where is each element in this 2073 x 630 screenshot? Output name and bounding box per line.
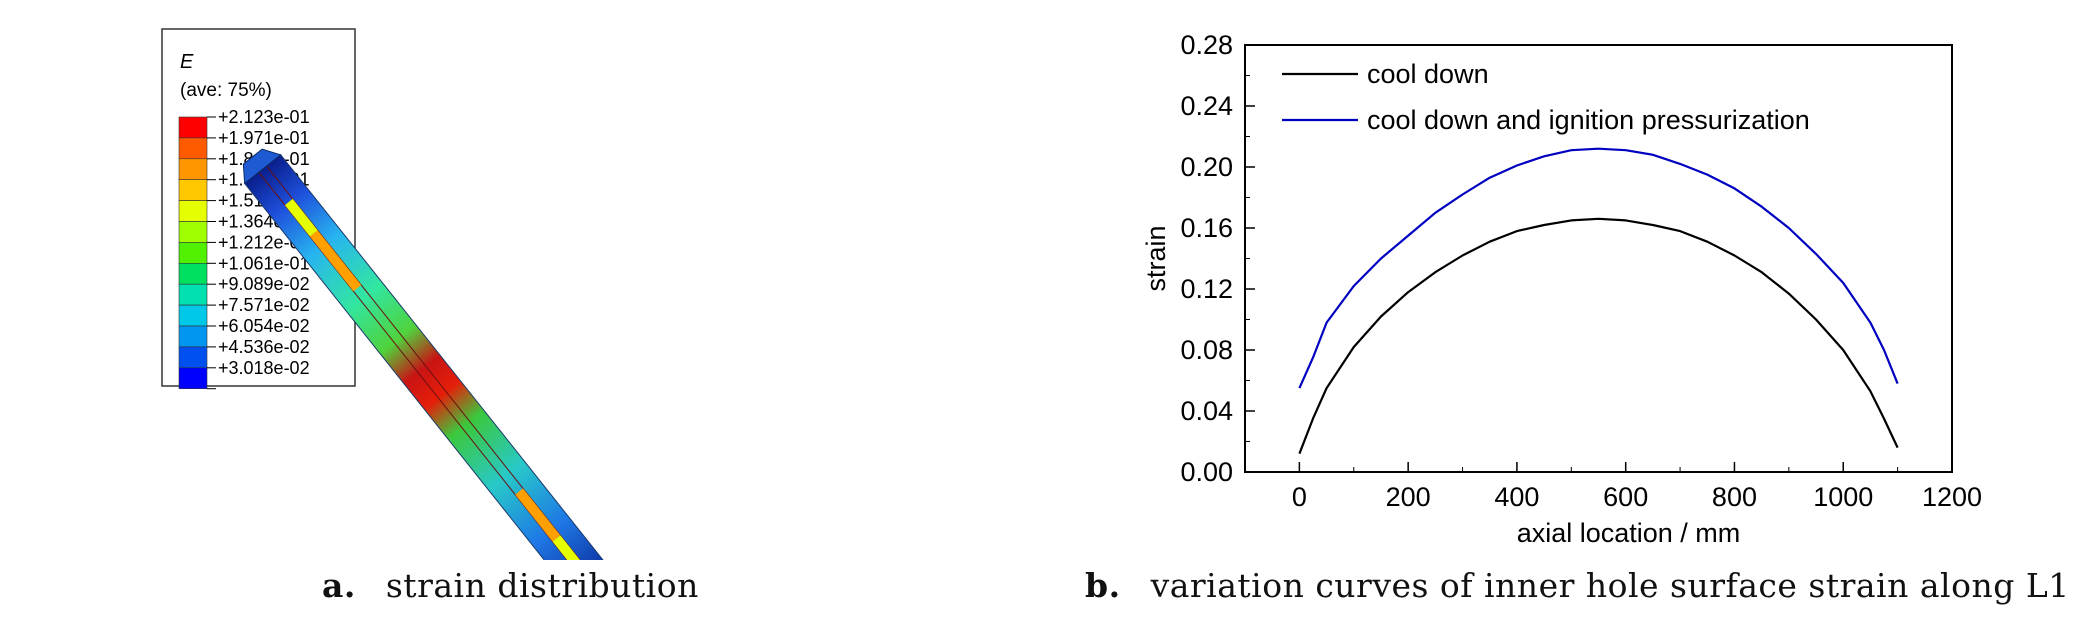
y-tick-label: 0.28 — [1180, 30, 1233, 60]
x-axis-label: axial location / mm — [1517, 518, 1741, 548]
y-tick-label: 0.00 — [1180, 457, 1233, 487]
caption-b-text: variation curves of inner hole surface s… — [1150, 566, 2073, 605]
series-line-2 — [1298, 147, 1899, 389]
legend-value: +6.054e-02 — [218, 316, 310, 336]
x-tick-label: 400 — [1494, 482, 1539, 512]
y-tick-label: 0.08 — [1180, 335, 1233, 365]
strain-contour-panel: E (ave: 75%) +2.123e-01+1.971e-01+1.819e… — [161, 28, 621, 560]
legend-swatch — [178, 242, 208, 264]
legend-swatch — [178, 137, 208, 160]
legend-swatch — [178, 367, 208, 389]
bar-model — [242, 148, 621, 560]
legend-swatches: +2.123e-01+1.971e-01+1.819e-01+1.668e-01… — [178, 107, 310, 390]
caption-a-text: strain distribution — [385, 566, 699, 605]
y-tick-label: 0.20 — [1180, 152, 1233, 182]
legend-swatch — [178, 304, 208, 327]
legend-swatch — [178, 179, 208, 201]
x-tick-label: 600 — [1603, 482, 1648, 512]
legend-swatch — [178, 221, 208, 243]
legend-value: +9.089e-02 — [218, 274, 310, 294]
x-tick-label: 0 — [1292, 482, 1307, 512]
legend-subtitle: (ave: 75%) — [180, 80, 272, 101]
legend-swatch — [178, 262, 208, 285]
y-tick-label: 0.16 — [1180, 213, 1233, 243]
legend-swatch — [178, 200, 208, 222]
caption-b: b. variation curves of inner hole surface… — [1085, 566, 2073, 616]
caption-a-label: a. — [322, 566, 356, 605]
legend-label-2: cool down and ignition pressurization — [1367, 105, 1810, 135]
legend-swatch — [178, 283, 208, 306]
legend-swatch — [178, 116, 208, 139]
caption-a: a. strain distribution — [322, 566, 699, 616]
legend-value: +4.536e-02 — [218, 337, 310, 357]
strain-line-chart: 0 200 400 600 800 1000 1200 0.00 0.04 0.08 0.12 0.1… — [1141, 30, 1982, 548]
legend-value: +7.571e-02 — [218, 295, 310, 315]
x-tick-label: 800 — [1712, 482, 1757, 512]
x-tick-label: 1000 — [1813, 482, 1873, 512]
y-tick-label: 0.12 — [1180, 274, 1233, 304]
legend-value: +1.971e-01 — [218, 128, 310, 148]
y-axis-label: strain — [1141, 225, 1171, 291]
series-line-1 — [1298, 217, 1899, 455]
legend-value: +1.061e-01 — [218, 253, 310, 273]
legend-swatch — [178, 158, 208, 181]
legend-swatch — [178, 325, 208, 348]
legend-value: +2.123e-01 — [218, 107, 310, 127]
y-tick-label: 0.24 — [1180, 91, 1233, 121]
legend-value: +1.212e-01 — [218, 232, 310, 252]
x-tick-label: 1200 — [1922, 482, 1982, 512]
legend-title: E — [180, 51, 194, 73]
y-tick-label: 0.04 — [1180, 396, 1233, 426]
legend-value: +3.018e-02 — [218, 358, 310, 378]
x-tick-label: 200 — [1386, 482, 1431, 512]
legend-swatch — [178, 346, 208, 369]
caption-b-label: b. — [1085, 566, 1121, 605]
legend-label-1: cool down — [1367, 59, 1489, 89]
